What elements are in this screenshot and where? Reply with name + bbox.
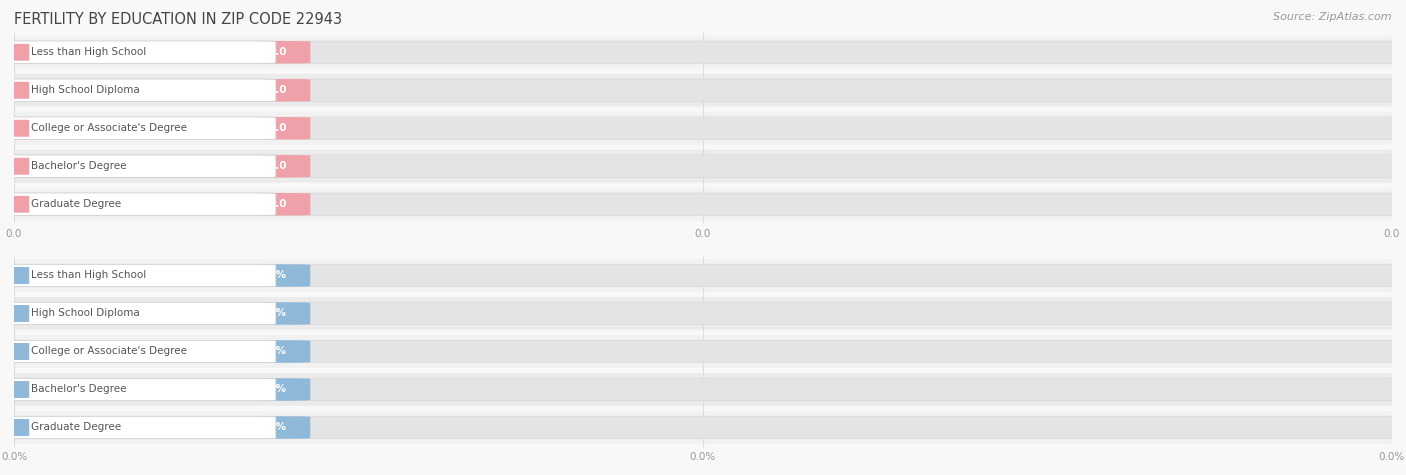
FancyBboxPatch shape: [0, 264, 311, 287]
FancyBboxPatch shape: [0, 117, 311, 140]
FancyBboxPatch shape: [14, 297, 1392, 330]
FancyBboxPatch shape: [10, 305, 30, 322]
Text: Graduate Degree: Graduate Degree: [31, 422, 121, 433]
Text: College or Associate's Degree: College or Associate's Degree: [31, 123, 187, 133]
FancyBboxPatch shape: [0, 264, 276, 287]
FancyBboxPatch shape: [0, 193, 311, 216]
Text: Bachelor's Degree: Bachelor's Degree: [31, 161, 127, 171]
FancyBboxPatch shape: [0, 416, 276, 439]
FancyBboxPatch shape: [0, 117, 276, 140]
FancyBboxPatch shape: [0, 41, 276, 64]
FancyBboxPatch shape: [14, 411, 1392, 444]
Text: 0.0%: 0.0%: [257, 384, 287, 395]
FancyBboxPatch shape: [0, 264, 1406, 287]
Text: 0.0: 0.0: [269, 47, 287, 57]
FancyBboxPatch shape: [0, 41, 311, 64]
FancyBboxPatch shape: [14, 112, 1392, 144]
FancyBboxPatch shape: [14, 335, 1392, 368]
Text: Bachelor's Degree: Bachelor's Degree: [31, 384, 127, 395]
Text: 0.0%: 0.0%: [257, 270, 287, 281]
FancyBboxPatch shape: [10, 381, 30, 398]
Text: 0.0%: 0.0%: [257, 308, 287, 319]
Text: 0.0: 0.0: [269, 85, 287, 95]
FancyBboxPatch shape: [10, 158, 30, 175]
FancyBboxPatch shape: [0, 155, 276, 178]
Text: Less than High School: Less than High School: [31, 270, 146, 281]
Text: High School Diploma: High School Diploma: [31, 85, 139, 95]
FancyBboxPatch shape: [0, 416, 1406, 439]
Text: 0.0%: 0.0%: [257, 346, 287, 357]
FancyBboxPatch shape: [10, 343, 30, 360]
FancyBboxPatch shape: [10, 267, 30, 284]
FancyBboxPatch shape: [0, 340, 276, 363]
FancyBboxPatch shape: [0, 193, 1406, 216]
FancyBboxPatch shape: [0, 378, 276, 401]
FancyBboxPatch shape: [0, 302, 311, 325]
Text: High School Diploma: High School Diploma: [31, 308, 139, 319]
FancyBboxPatch shape: [10, 196, 30, 213]
Text: Less than High School: Less than High School: [31, 47, 146, 57]
FancyBboxPatch shape: [0, 79, 311, 102]
FancyBboxPatch shape: [0, 378, 1406, 401]
FancyBboxPatch shape: [14, 36, 1392, 68]
Text: Source: ZipAtlas.com: Source: ZipAtlas.com: [1274, 12, 1392, 22]
FancyBboxPatch shape: [0, 302, 276, 325]
Text: Graduate Degree: Graduate Degree: [31, 199, 121, 209]
Text: 0.0%: 0.0%: [257, 422, 287, 433]
FancyBboxPatch shape: [10, 419, 30, 436]
FancyBboxPatch shape: [14, 188, 1392, 220]
Text: 0.0: 0.0: [269, 161, 287, 171]
Text: College or Associate's Degree: College or Associate's Degree: [31, 346, 187, 357]
FancyBboxPatch shape: [0, 340, 311, 363]
FancyBboxPatch shape: [0, 155, 1406, 178]
FancyBboxPatch shape: [0, 302, 1406, 325]
FancyBboxPatch shape: [0, 155, 311, 178]
FancyBboxPatch shape: [14, 150, 1392, 182]
FancyBboxPatch shape: [0, 193, 276, 216]
FancyBboxPatch shape: [0, 378, 311, 401]
FancyBboxPatch shape: [14, 373, 1392, 406]
FancyBboxPatch shape: [0, 416, 311, 439]
FancyBboxPatch shape: [0, 79, 276, 102]
Text: FERTILITY BY EDUCATION IN ZIP CODE 22943: FERTILITY BY EDUCATION IN ZIP CODE 22943: [14, 12, 342, 27]
FancyBboxPatch shape: [0, 340, 1406, 363]
FancyBboxPatch shape: [14, 74, 1392, 106]
FancyBboxPatch shape: [10, 82, 30, 99]
Text: 0.0: 0.0: [269, 199, 287, 209]
FancyBboxPatch shape: [10, 120, 30, 137]
FancyBboxPatch shape: [0, 41, 1406, 64]
FancyBboxPatch shape: [10, 44, 30, 61]
FancyBboxPatch shape: [0, 79, 1406, 102]
Text: 0.0: 0.0: [269, 123, 287, 133]
FancyBboxPatch shape: [0, 117, 1406, 140]
FancyBboxPatch shape: [14, 259, 1392, 292]
